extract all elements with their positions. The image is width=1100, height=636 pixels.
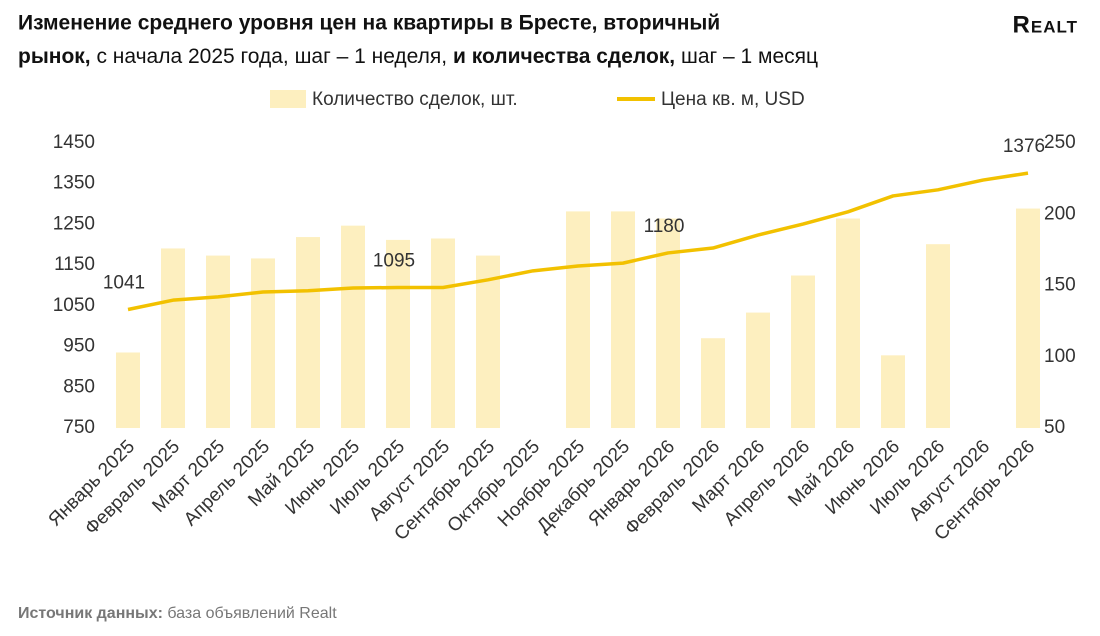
bar <box>701 338 725 428</box>
data-label: 1095 <box>373 251 415 272</box>
bar <box>116 352 140 428</box>
title-part: рынок, <box>18 45 91 68</box>
y2-tick-label: 200 <box>1044 203 1076 224</box>
legend-swatch <box>270 90 306 108</box>
legend-label: Количество сделок, шт. <box>312 89 518 110</box>
source: Источник данных: база объявлений Realt <box>18 605 337 622</box>
bar <box>1016 208 1040 428</box>
bar <box>341 225 365 428</box>
bar <box>611 211 635 428</box>
title-line: Изменение среднего уровня цен на квартир… <box>18 12 720 35</box>
legend-label: Цена кв. м, USD <box>661 89 805 110</box>
bar <box>296 237 320 428</box>
bar <box>206 255 230 428</box>
y-tick-label: 1150 <box>54 254 95 275</box>
data-label: 1376 <box>1003 136 1045 157</box>
logo: Realt <box>1013 11 1078 38</box>
line <box>127 171 1029 312</box>
bar <box>161 248 185 428</box>
title-part: шаг – 1 месяц <box>675 45 818 68</box>
bar <box>431 238 455 428</box>
bar <box>926 244 950 428</box>
bar <box>836 218 860 428</box>
bar <box>251 258 275 428</box>
y-tick-label: 1350 <box>53 173 95 194</box>
bar <box>566 211 590 428</box>
bar <box>656 218 680 428</box>
bar <box>746 312 770 428</box>
y-tick-label: 750 <box>63 417 95 438</box>
y2-tick-label: 100 <box>1044 346 1076 367</box>
data-label: 1041 <box>103 273 145 294</box>
bar <box>791 275 815 428</box>
source-part: база объявлений Realt <box>163 605 337 622</box>
y2-tick-label: 150 <box>1044 275 1076 296</box>
y2-tick-label: 250 <box>1044 132 1076 153</box>
bar <box>386 239 410 428</box>
data-label: 1180 <box>644 216 685 237</box>
y-tick-label: 1450 <box>53 132 95 153</box>
bar <box>476 255 500 428</box>
title-part: и количества сделок, <box>453 45 675 68</box>
bar <box>881 355 905 428</box>
source-part: Источник данных: <box>18 605 163 622</box>
y-tick-label: 1250 <box>53 213 95 234</box>
y-tick-label: 1050 <box>53 295 95 316</box>
y-tick-label: 950 <box>63 336 95 357</box>
title-part: с начала 2025 года, шаг – 1 неделя, <box>91 45 453 68</box>
y-tick-label: 850 <box>63 376 95 397</box>
title-line: рынок, с начала 2025 года, шаг – 1 недел… <box>18 45 818 68</box>
y2-tick-label: 50 <box>1044 417 1065 438</box>
